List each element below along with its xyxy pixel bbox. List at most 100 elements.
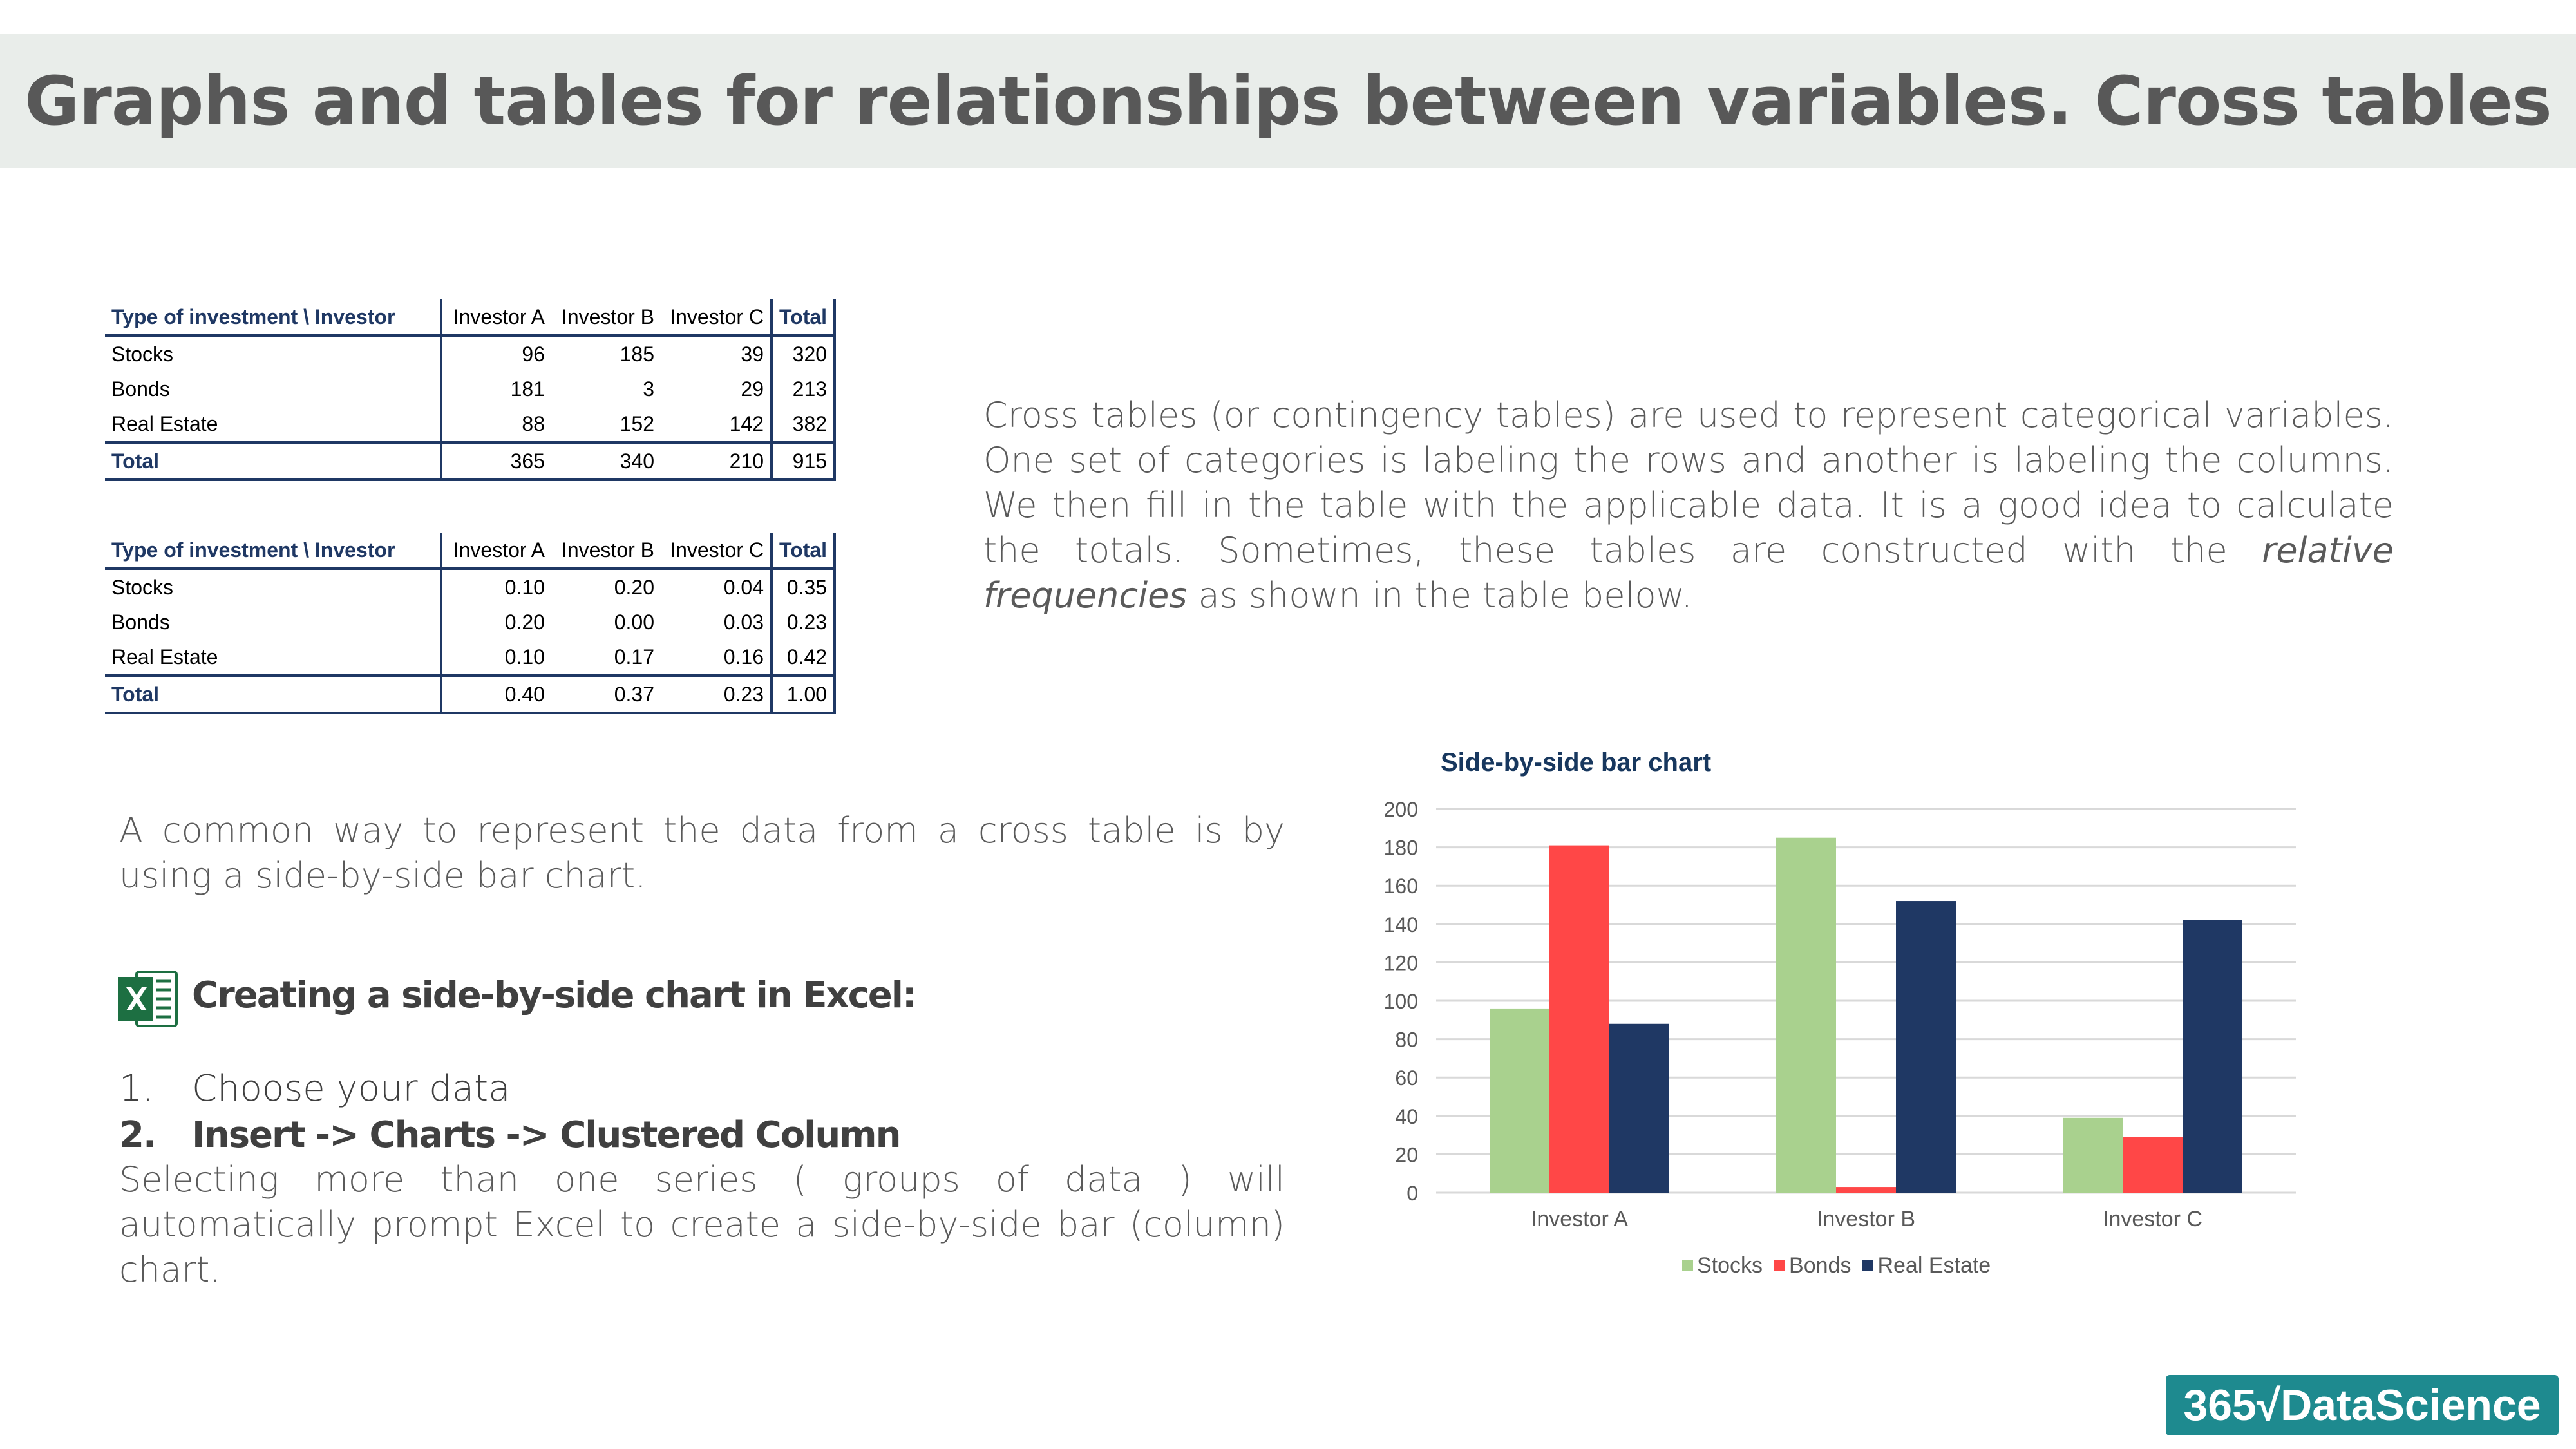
- cell: 0.00: [614, 610, 654, 634]
- y-tick-label: 100: [1384, 990, 1418, 1013]
- cell: 365: [440, 441, 551, 481]
- total-cell: 915: [770, 441, 837, 481]
- excel-note-paragraph: Selecting more than one series ( groups …: [119, 1159, 1285, 1290]
- bar: [1490, 1008, 1549, 1193]
- bar: [1776, 837, 1836, 1193]
- row-label: Real Estate: [105, 639, 442, 676]
- list-item: 2. Insert -> Charts -> Clustered Column: [119, 1112, 901, 1159]
- table-row: Stocks 0.10 0.20 0.04 0.35: [105, 569, 837, 605]
- excel-icon: [118, 971, 178, 1027]
- header-cell: Investor C: [661, 533, 772, 570]
- cell: 181: [510, 377, 545, 401]
- cell: 0.10: [504, 575, 545, 599]
- intro-text: Cross tables (or contingency tables) are…: [983, 395, 2394, 571]
- total-cell: 382: [770, 406, 837, 442]
- header-cell: Total: [770, 299, 837, 337]
- intro-text-end: as shown in the table below.: [1187, 575, 1692, 616]
- bar: [2183, 920, 2242, 1193]
- side-by-side-bar-chart: 0 20 40 60 80 100 120 140 160 180 200 Investor A Inv…: [1384, 798, 2296, 1231]
- cell: 340: [551, 441, 661, 481]
- header-cell: Type of investment \ Investor: [105, 533, 442, 570]
- cell: 0.16: [723, 645, 764, 668]
- intro-emphasis: relative frequencies: [983, 530, 2394, 616]
- bar: [1896, 901, 1956, 1193]
- cell: 210: [661, 441, 772, 481]
- total-cell: 213: [770, 372, 837, 406]
- cell: 0.03: [723, 610, 764, 634]
- row-label: Real Estate: [105, 406, 442, 442]
- x-tick-label: Investor B: [1817, 1207, 1915, 1231]
- header-cell: Type of investment \ Investor: [105, 299, 442, 337]
- table-row: Bonds 181 3 29 213: [105, 372, 837, 406]
- y-tick-label: 180: [1384, 837, 1418, 860]
- y-tick-label: 80: [1395, 1028, 1418, 1052]
- table-header-row: Type of investment \ Investor Investor A…: [105, 299, 837, 337]
- legend-item: Real Estate: [1862, 1253, 1991, 1278]
- y-tick-label: 200: [1384, 798, 1418, 821]
- table-row: Real Estate 0.10 0.17 0.16 0.42: [105, 639, 837, 676]
- legend-label: Stocks: [1697, 1253, 1763, 1278]
- total-cell: 1.00: [770, 674, 837, 714]
- total-cell: 320: [770, 336, 837, 372]
- legend-swatch: [1682, 1260, 1693, 1271]
- row-label: Stocks: [105, 569, 442, 605]
- cross-table-relative: Type of investment \ Investor Investor A…: [105, 533, 837, 714]
- header-cell: Investor A: [440, 533, 551, 570]
- y-tick-label: 20: [1395, 1143, 1418, 1166]
- y-tick-label: 40: [1395, 1105, 1418, 1128]
- row-label: Bonds: [105, 605, 442, 639]
- cell: 0.10: [504, 645, 545, 668]
- legend-swatch: [1774, 1260, 1786, 1271]
- header-cell: Investor B: [551, 299, 661, 337]
- bar: [1836, 1187, 1896, 1193]
- y-tick-label: 0: [1406, 1182, 1418, 1205]
- cell: 142: [729, 412, 764, 435]
- header-cell: Investor B: [551, 533, 661, 570]
- cell: 96: [522, 342, 545, 366]
- legend-swatch: [1862, 1260, 1874, 1271]
- legend-label: Bonds: [1789, 1253, 1852, 1278]
- cell: 0.04: [723, 575, 764, 599]
- y-tick-label: 60: [1395, 1066, 1418, 1090]
- bar: [2063, 1117, 2123, 1193]
- row-label: Total: [105, 441, 442, 481]
- header-cell: Investor C: [661, 299, 772, 337]
- cell: 0.17: [614, 645, 654, 668]
- row-label: Bonds: [105, 372, 442, 406]
- y-tick-label: 140: [1384, 913, 1418, 936]
- cell: 0.20: [614, 575, 654, 599]
- chart-legend: Stocks Bonds Real Estate: [1682, 1253, 1991, 1278]
- legend-item: Bonds: [1774, 1253, 1851, 1278]
- cell: 3: [643, 377, 654, 401]
- step-text: Choose your data: [192, 1068, 511, 1110]
- total-cell: 0.35: [770, 569, 837, 605]
- cell: 185: [620, 342, 654, 366]
- y-tick-label: 120: [1384, 951, 1418, 974]
- row-label: Stocks: [105, 336, 442, 372]
- steps-list: 1. Choose your data 2. Insert -> Charts ->…: [119, 1066, 901, 1159]
- cell: 152: [620, 412, 654, 435]
- cell: 29: [741, 377, 764, 401]
- total-cell: 0.23: [770, 605, 837, 639]
- cell: 39: [741, 342, 764, 366]
- cell: 0.37: [551, 674, 661, 714]
- list-item: 1. Choose your data: [119, 1066, 900, 1112]
- intro-paragraph: Cross tables (or contingency tables) are…: [983, 393, 2394, 618]
- table-row: Real Estate 88 152 142 382: [105, 406, 837, 442]
- legend-item: Stocks: [1682, 1253, 1763, 1278]
- step-number: 1.: [119, 1068, 154, 1110]
- x-tick-label: Investor A: [1531, 1207, 1629, 1231]
- brand-logo: 365√DataScience: [2166, 1375, 2559, 1435]
- bar: [2123, 1137, 2183, 1193]
- header-cell: Investor A: [440, 299, 551, 337]
- common-way-paragraph: A common way to represent the data from …: [119, 810, 1285, 896]
- table-header-row: Type of investment \ Investor Investor A…: [105, 533, 837, 570]
- header-cell: Total: [770, 533, 837, 570]
- page-title: Graphs and tables for relationships betw…: [24, 62, 2552, 140]
- x-tick-label: Investor C: [2103, 1207, 2202, 1231]
- cell: 0.20: [504, 610, 545, 634]
- table-total-row: Total 365 340 210 915: [105, 441, 837, 481]
- cell: 0.23: [661, 674, 772, 714]
- bar: [1609, 1023, 1669, 1193]
- step-text: Insert -> Charts -> Clustered Column: [192, 1114, 901, 1156]
